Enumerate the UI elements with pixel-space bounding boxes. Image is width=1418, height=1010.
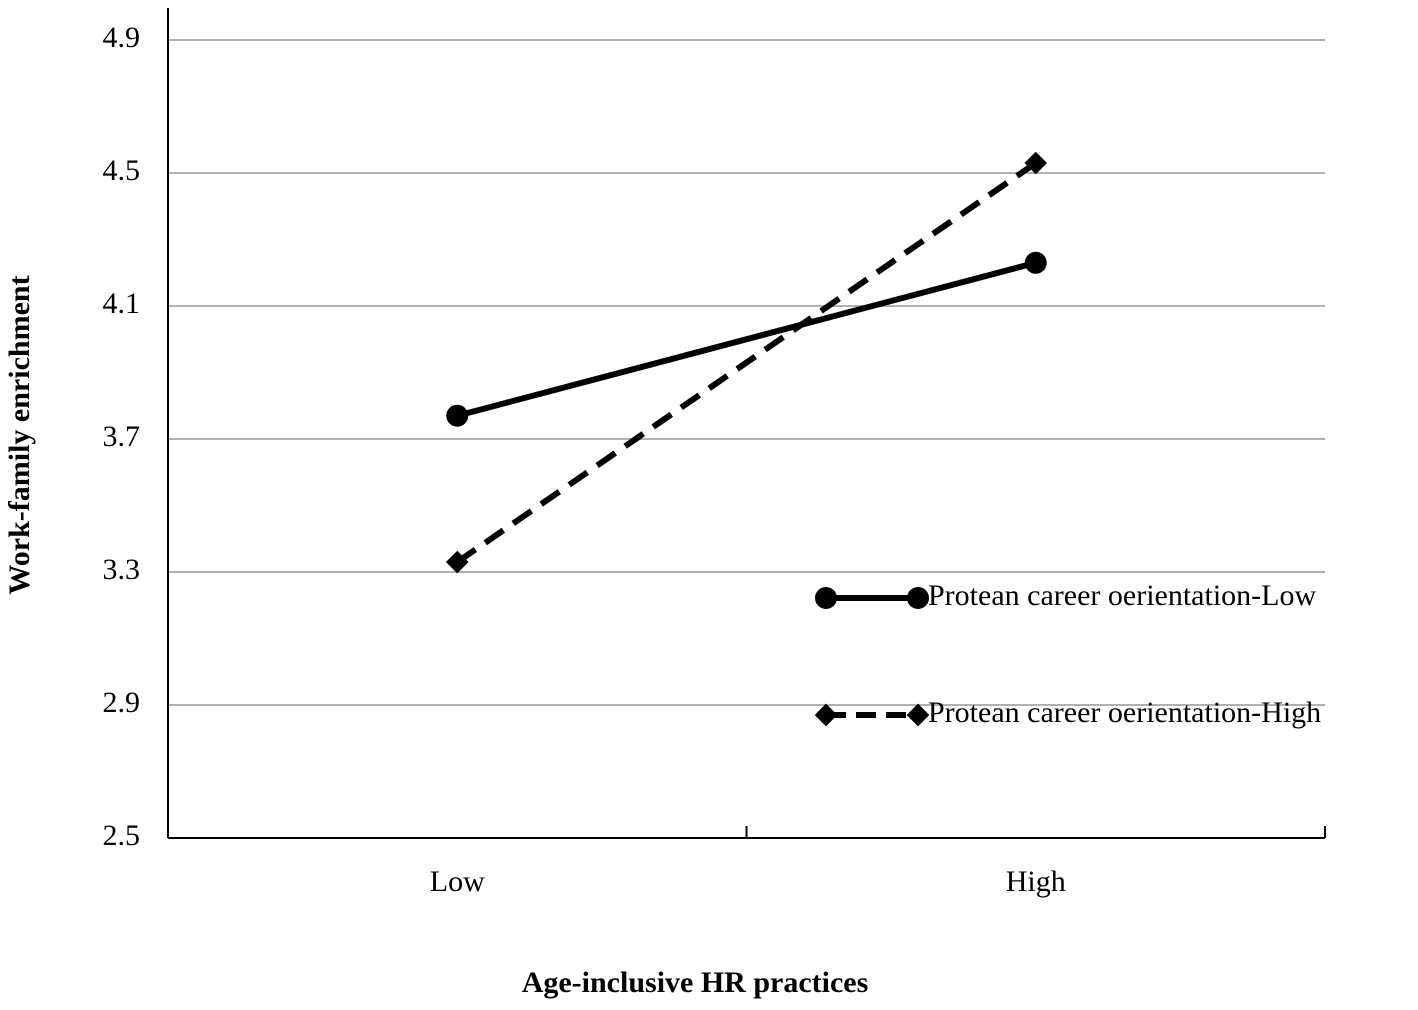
y-tick-label: 2.9 — [103, 686, 141, 719]
y-tick-label: 4.1 — [103, 287, 141, 320]
x-tick-label: High — [1006, 865, 1066, 898]
x-axis-title: Age-inclusive HR practices — [522, 966, 869, 999]
data-point — [1024, 251, 1047, 274]
data-point — [445, 550, 469, 574]
legend-marker — [906, 703, 930, 727]
legend-label: Protean career oerientation-Low — [928, 579, 1316, 612]
series-line — [455, 160, 1038, 565]
legend-marker — [814, 703, 838, 727]
y-tick-label: 4.9 — [103, 21, 141, 54]
y-tick-label: 2.5 — [103, 819, 141, 852]
legend-marker — [815, 587, 837, 609]
x-tick-label: Low — [430, 865, 485, 898]
y-tick-label: 3.7 — [103, 420, 141, 453]
legend-label: Protean career oerientation-High — [928, 696, 1321, 729]
data-point — [446, 404, 469, 427]
y-tick-label: 4.5 — [103, 154, 141, 187]
series-line — [456, 259, 1037, 419]
y-axis-title: Work-family enrichment — [3, 275, 36, 594]
y-tick-label: 3.3 — [103, 553, 141, 586]
legend-marker — [907, 587, 929, 609]
